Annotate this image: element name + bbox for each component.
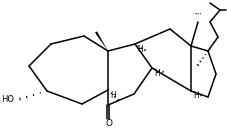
Polygon shape bbox=[95, 31, 108, 51]
Text: '''': '''' bbox=[194, 13, 202, 18]
Text: HO: HO bbox=[1, 94, 14, 104]
Text: H: H bbox=[193, 92, 199, 100]
Text: H: H bbox=[137, 45, 143, 55]
Text: H: H bbox=[154, 68, 160, 77]
Text: H: H bbox=[110, 92, 116, 100]
Text: O: O bbox=[106, 120, 113, 128]
